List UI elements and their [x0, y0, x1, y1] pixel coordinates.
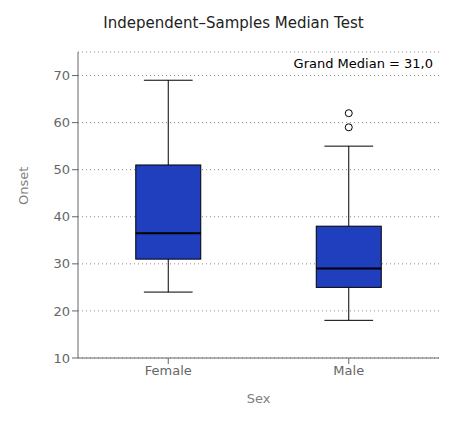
svg-text:Male: Male — [333, 363, 364, 378]
svg-text:20: 20 — [53, 304, 70, 319]
svg-text:30: 30 — [53, 256, 70, 271]
svg-text:Female: Female — [145, 363, 192, 378]
svg-text:60: 60 — [53, 115, 70, 130]
svg-text:10: 10 — [53, 351, 70, 366]
svg-text:50: 50 — [53, 162, 70, 177]
html-text:Independent–Samples Median Tes: Independent–Samples Median Test — [103, 14, 364, 32]
svg-text:Sex: Sex — [247, 391, 271, 406]
html-text:Grand Median = 31,0: Grand Median = 31,0 — [293, 56, 433, 71]
svg-text:Onset: Onset — [16, 167, 31, 205]
svg-text:70: 70 — [53, 68, 70, 83]
svg-text:40: 40 — [53, 209, 70, 224]
